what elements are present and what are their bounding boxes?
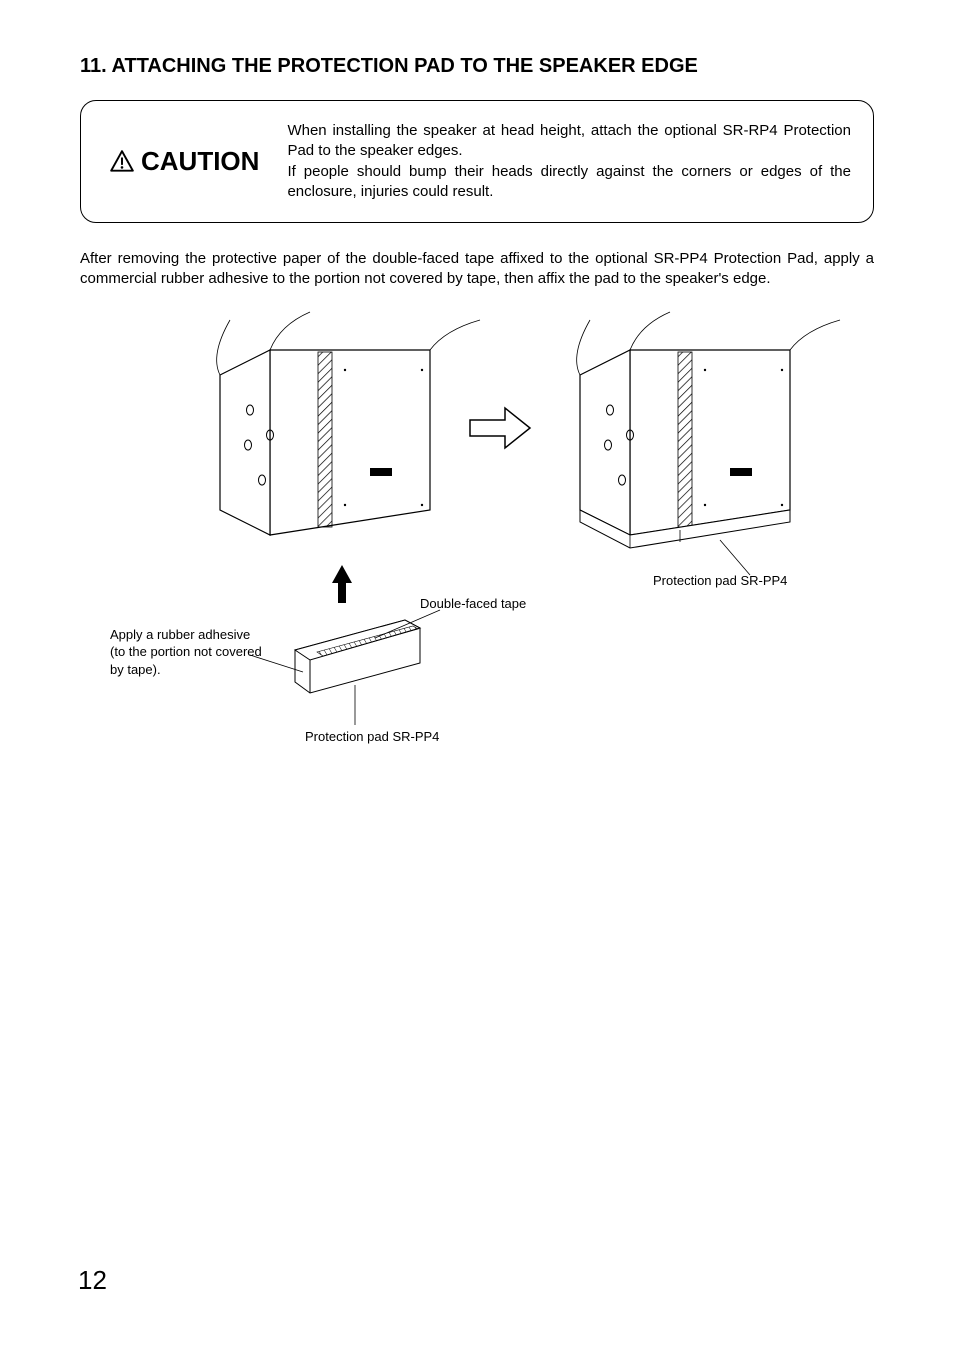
caution-box: CAUTION When installing the speaker at h… — [80, 100, 874, 223]
label-rubber-adhesive: Apply a rubber adhesive (to the portion … — [110, 626, 262, 679]
rubber-line3: by tape). — [110, 662, 161, 677]
caution-word: CAUTION — [141, 146, 259, 177]
warning-triangle-icon — [109, 149, 135, 175]
label-protection-pad-right: Protection pad SR-PP4 — [653, 572, 787, 590]
body-text: After removing the protective paper of t… — [80, 249, 874, 290]
document-page: 11. ATTACHING THE PROTECTION PAD TO THE … — [0, 0, 954, 1351]
section-title: 11. ATTACHING THE PROTECTION PAD TO THE … — [80, 55, 874, 78]
label-double-faced-tape: Double-faced tape — [420, 595, 526, 613]
rubber-line2: (to the portion not covered — [110, 644, 262, 659]
caution-text: When installing the speaker at head heig… — [287, 121, 851, 202]
caution-line2: If people should bump their heads direct… — [287, 163, 851, 200]
rubber-line1: Apply a rubber adhesive — [110, 627, 250, 642]
page-number: 12 — [78, 1265, 107, 1296]
caution-label: CAUTION — [109, 146, 259, 177]
installation-diagram — [80, 300, 880, 770]
label-protection-pad-bottom: Protection pad SR-PP4 — [305, 728, 439, 746]
diagram-area: Double-faced tape Apply a rubber adhesiv… — [80, 300, 874, 770]
caution-line1: When installing the speaker at head heig… — [287, 122, 851, 159]
